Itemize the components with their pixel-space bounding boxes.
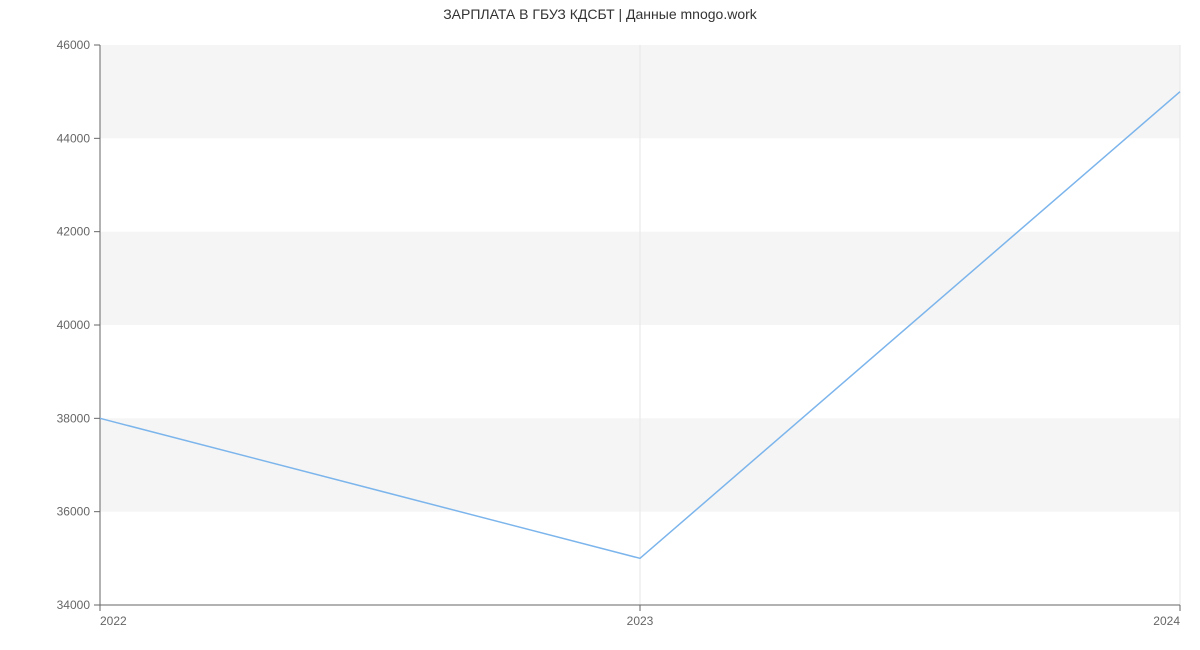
chart-title: ЗАРПЛАТА В ГБУЗ КДСБТ | Данные mnogo.wor…	[0, 6, 1200, 22]
y-axis-label: 44000	[57, 131, 91, 145]
chart-container: { "chart": { "type": "line", "title": "З…	[0, 0, 1200, 650]
y-axis-label: 34000	[57, 598, 91, 612]
y-axis-label: 38000	[57, 411, 91, 425]
x-axis-label: 2024	[1153, 614, 1180, 628]
y-axis-label: 36000	[57, 505, 91, 519]
y-axis-label: 42000	[57, 225, 91, 239]
y-axis-label: 46000	[57, 38, 91, 52]
x-axis-label: 2022	[100, 614, 127, 628]
x-axis-label: 2023	[627, 614, 654, 628]
y-axis-label: 40000	[57, 318, 91, 332]
line-chart: 34000 36000 38000 40000 42000 44000 46000 2022…	[0, 0, 1200, 650]
